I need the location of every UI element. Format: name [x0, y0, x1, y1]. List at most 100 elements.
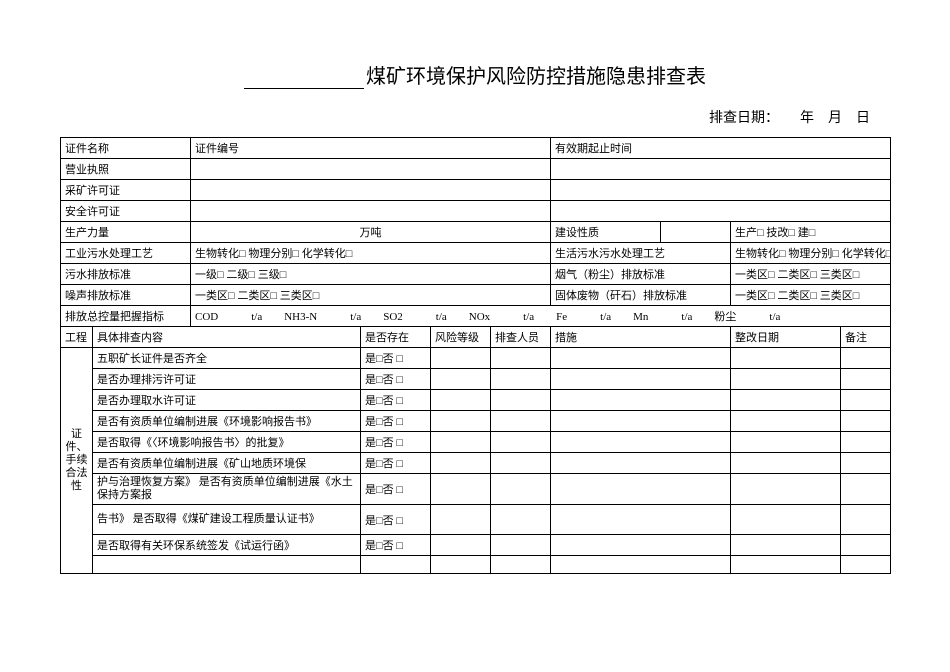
cell-blank[interactable] — [431, 369, 491, 390]
hdr-build-nature: 建设性质 — [551, 222, 661, 243]
cell-blank[interactable] — [491, 369, 551, 390]
cell-blank[interactable] — [491, 535, 551, 556]
cell-blank[interactable] — [551, 369, 731, 390]
cell-blank[interactable] — [361, 556, 431, 574]
cell-blank[interactable] — [841, 453, 891, 474]
cell-blank[interactable] — [731, 556, 841, 574]
hdr-sewage-std-opts[interactable]: 一级□ 二级□ 三级□ — [191, 264, 551, 285]
cell-blank[interactable] — [551, 432, 731, 453]
cell-blank[interactable] — [491, 556, 551, 574]
cell-blank[interactable] — [431, 432, 491, 453]
cell-blank[interactable] — [731, 369, 841, 390]
cell-blank[interactable] — [551, 474, 731, 505]
item-content: 是否办理排污许可证 — [93, 369, 361, 390]
title-blank[interactable] — [244, 88, 364, 89]
cell-blank[interactable] — [431, 474, 491, 505]
col-person: 排查人员 — [491, 327, 551, 348]
cell-blank[interactable] — [841, 369, 891, 390]
item-yn[interactable]: 是□否 □ — [361, 348, 431, 369]
cell-blank[interactable] — [551, 159, 891, 180]
cell-blank[interactable] — [93, 556, 361, 574]
cell-blank[interactable] — [841, 411, 891, 432]
item-yn[interactable]: 是□否 □ — [361, 505, 431, 535]
item-yn[interactable]: 是□否 □ — [361, 390, 431, 411]
hdr-emission-vals[interactable]: COD t/a NH3-N t/a SO2 t/a NOx t/a Fe t/a… — [191, 306, 891, 327]
cell-blank[interactable] — [841, 474, 891, 505]
hdr-capacity-val: 万吨 — [191, 222, 551, 243]
item-yn[interactable]: 是□否 □ — [361, 474, 431, 505]
cell-blank[interactable] — [431, 390, 491, 411]
hdr-solid-std-opts[interactable]: 一类区□ 二类区□ 三类区□ — [731, 285, 891, 306]
hdr-life-sewage-opts[interactable]: 生物转化□ 物理分别□ 化学转化□ — [731, 243, 891, 264]
cell-blank[interactable] — [491, 348, 551, 369]
hdr-biz-license: 营业执照 — [61, 159, 191, 180]
cell-blank[interactable] — [731, 453, 841, 474]
cell-blank[interactable] — [731, 474, 841, 505]
cell-blank[interactable] — [731, 505, 841, 535]
cell-blank[interactable] — [431, 348, 491, 369]
cell-blank[interactable] — [841, 432, 891, 453]
cell-blank[interactable] — [431, 505, 491, 535]
cell-blank[interactable] — [841, 556, 891, 574]
col-proj: 工程 — [61, 327, 93, 348]
cell-blank[interactable] — [731, 432, 841, 453]
cell-blank[interactable] — [491, 474, 551, 505]
item-yn[interactable]: 是□否 □ — [361, 432, 431, 453]
cell-blank[interactable] — [431, 535, 491, 556]
hdr-cert-no: 证件编号 — [191, 138, 551, 159]
cell-blank[interactable] — [431, 556, 491, 574]
hdr-life-sewage: 生活污水污水处理工艺 — [551, 243, 731, 264]
col-risk: 风险等级 — [431, 327, 491, 348]
cell-blank[interactable] — [491, 411, 551, 432]
hdr-ind-sewage-opts[interactable]: 生物转化□ 物理分别□ 化学转化□ — [191, 243, 551, 264]
item-content: 是否办理取水许可证 — [93, 390, 361, 411]
date-label: 排查日期： — [709, 111, 779, 126]
cell-blank[interactable] — [551, 390, 731, 411]
item-yn[interactable]: 是□否 □ — [361, 453, 431, 474]
section-label: 证件、手续合法性 — [61, 348, 93, 574]
cell-blank[interactable] — [731, 348, 841, 369]
item-content: 护与治理恢复方案》 是否有资质单位编制进展《水土保持方案报 — [93, 474, 361, 505]
col-rectify: 整改日期 — [731, 327, 841, 348]
hdr-cert-name: 证件名称 — [61, 138, 191, 159]
hdr-noise-std-opts[interactable]: 一类区□ 二类区□ 三类区□ — [191, 285, 551, 306]
cell-blank[interactable] — [841, 390, 891, 411]
cell-blank[interactable] — [551, 453, 731, 474]
cell-blank[interactable] — [661, 222, 731, 243]
item-content: 是否有资质单位编制进展《环境影响报告书》 — [93, 411, 361, 432]
cell-blank[interactable] — [431, 411, 491, 432]
cell-blank[interactable] — [191, 180, 551, 201]
cell-blank[interactable] — [191, 201, 551, 222]
hdr-mining-permit: 采矿许可证 — [61, 180, 191, 201]
cell-blank[interactable] — [551, 556, 731, 574]
hdr-build-opts[interactable]: 生产□ 技改□ 建□ — [731, 222, 891, 243]
cell-blank[interactable] — [551, 201, 891, 222]
item-yn[interactable]: 是□否 □ — [361, 411, 431, 432]
cell-blank[interactable] — [491, 390, 551, 411]
item-yn[interactable]: 是□否 □ — [361, 369, 431, 390]
item-content: 告书》 是否取得《煤矿建设工程质量认证书》 — [93, 505, 361, 535]
hdr-valid-period: 有效期起止时间 — [551, 138, 891, 159]
cell-blank[interactable] — [491, 505, 551, 535]
cell-blank[interactable] — [551, 180, 891, 201]
cell-blank[interactable] — [431, 453, 491, 474]
cell-blank[interactable] — [551, 411, 731, 432]
title-text: 煤矿环境保护风险防控措施隐患排查表 — [366, 66, 706, 88]
cell-blank[interactable] — [191, 159, 551, 180]
cell-blank[interactable] — [731, 411, 841, 432]
cell-blank[interactable] — [551, 505, 731, 535]
item-yn[interactable]: 是□否 □ — [361, 535, 431, 556]
hdr-noise-std: 噪声排放标准 — [61, 285, 191, 306]
cell-blank[interactable] — [731, 390, 841, 411]
cell-blank[interactable] — [551, 348, 731, 369]
cell-blank[interactable] — [491, 453, 551, 474]
cell-blank[interactable] — [841, 505, 891, 535]
cell-blank[interactable] — [551, 535, 731, 556]
item-content: 是否取得有关环保系统签发《试运行函》 — [93, 535, 361, 556]
cell-blank[interactable] — [731, 535, 841, 556]
cell-blank[interactable] — [841, 535, 891, 556]
cell-blank[interactable] — [491, 432, 551, 453]
cell-blank[interactable] — [841, 348, 891, 369]
hdr-smoke-std-opts[interactable]: 一类区□ 二类区□ 三类区□ — [731, 264, 891, 285]
item-content: 五职矿长证件是否齐全 — [93, 348, 361, 369]
